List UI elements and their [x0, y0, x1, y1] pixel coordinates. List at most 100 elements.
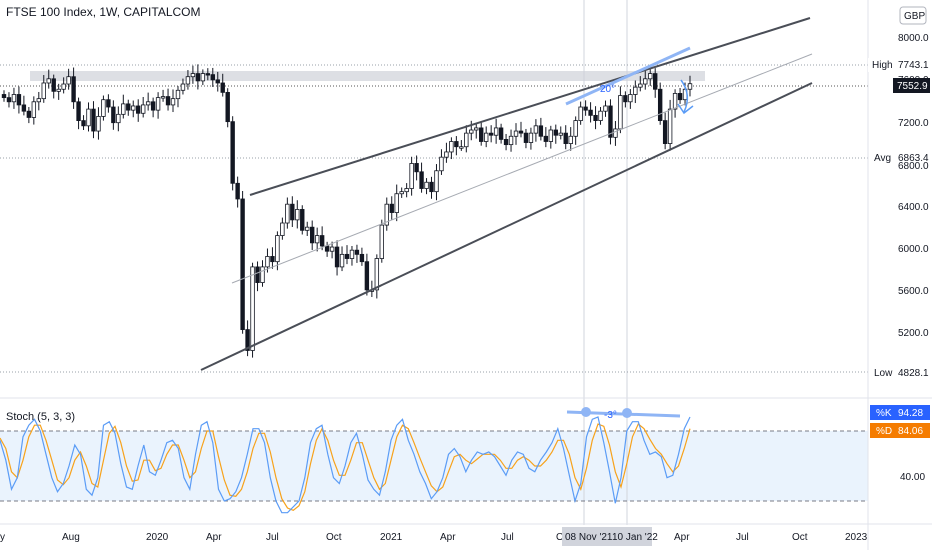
stoch-k-line [0, 416, 691, 514]
candle-body [444, 151, 449, 158]
x-label: Apr [674, 532, 690, 543]
candle-body [483, 132, 489, 142]
candle-body [588, 109, 593, 116]
x-highlight-2: 10 Jan '22 [612, 532, 658, 543]
candle-body [598, 110, 603, 121]
candle-body [220, 82, 225, 93]
candle-body [558, 132, 563, 136]
candle-body [364, 261, 370, 291]
candle-body [275, 235, 280, 263]
candle-body [389, 203, 394, 213]
candle-body [667, 108, 673, 144]
candle-body [314, 235, 320, 244]
candle-body [608, 105, 613, 138]
candle-body [379, 224, 384, 259]
candle-body [36, 98, 41, 103]
candle-body [260, 266, 265, 283]
candle-body [672, 93, 678, 110]
resistance-zone [30, 71, 705, 81]
candle-body [513, 130, 519, 137]
candle-body [245, 329, 250, 351]
candle-body [409, 163, 414, 189]
candle-body [86, 108, 91, 127]
candle-body [235, 182, 240, 200]
wedge-lower-line [200, 82, 813, 371]
low-label: Low [874, 368, 893, 379]
stoch-band [0, 431, 868, 501]
price-tick: 6400.0 [898, 202, 929, 213]
x-label: Oct [326, 532, 342, 543]
candle-body [374, 258, 380, 291]
candle-body [538, 125, 544, 137]
down-arrow-annotation [677, 79, 694, 115]
stoch-annotation-dot-1 [581, 407, 591, 417]
candle-body [687, 83, 693, 90]
x-label: Apr [206, 532, 222, 543]
candle-body [300, 209, 305, 231]
candle-body [131, 105, 136, 111]
candle-body [354, 249, 360, 255]
candle-body [548, 129, 554, 142]
candle-body [126, 103, 131, 111]
candle-body [295, 209, 300, 221]
candle-body [543, 135, 549, 142]
x-label: 2020 [146, 532, 169, 543]
price-tick: 5600.0 [898, 286, 929, 297]
candle-body [6, 97, 12, 103]
x-label: y [0, 532, 5, 543]
candle-body [116, 113, 121, 124]
candle-body [160, 96, 166, 99]
candle-body [657, 88, 663, 122]
candle-body [225, 91, 230, 123]
candle-body [523, 132, 529, 143]
stoch-k-tag [870, 405, 930, 420]
candle-body [399, 191, 404, 195]
candle-body [145, 101, 151, 106]
candle-body [414, 163, 419, 173]
candle-body [155, 97, 161, 111]
x-label: Oct [792, 532, 808, 543]
candle-body [359, 253, 365, 263]
price-tick: 6000.0 [898, 244, 929, 255]
candle-body [349, 249, 355, 259]
blue-trend-annotation [565, 46, 691, 106]
candle-body [677, 93, 683, 101]
candle-body [593, 114, 598, 121]
candle-body [339, 253, 345, 268]
candle-body [633, 86, 638, 95]
wedge-angle-label: 20° [600, 84, 615, 95]
candle-body [270, 256, 275, 263]
candle-body [573, 120, 578, 137]
currency-badge[interactable] [899, 6, 927, 25]
avg-value: 6863.4 [898, 153, 929, 164]
candle-body [111, 106, 116, 124]
high-value: 7743.1 [898, 60, 929, 71]
candle-body [26, 110, 32, 118]
candle-body [424, 181, 429, 189]
candle-body [384, 203, 389, 226]
candle-body [91, 108, 96, 132]
candle-body [76, 101, 81, 122]
candle-body [195, 73, 201, 82]
candle-body [329, 246, 335, 252]
high-tag [868, 58, 894, 72]
candle-body [603, 105, 608, 112]
stoch-tick: 40.00 [900, 472, 925, 483]
x-label: 2023 [845, 532, 868, 543]
candle-body [618, 95, 623, 130]
candle-body [51, 78, 56, 92]
candle-body [643, 78, 648, 85]
price-tick: 6800.0 [898, 161, 929, 172]
x-label: 2021 [380, 532, 403, 543]
stoch-k-value: 94.28 [898, 408, 923, 419]
candle-body [498, 127, 504, 140]
candle-body [11, 94, 17, 103]
candle-body [334, 246, 340, 268]
candle-body [16, 94, 22, 106]
candle-body [479, 127, 484, 142]
candle-body [61, 83, 66, 90]
candle-body [638, 83, 643, 88]
candle-body [439, 156, 444, 172]
candle-body [464, 132, 469, 148]
